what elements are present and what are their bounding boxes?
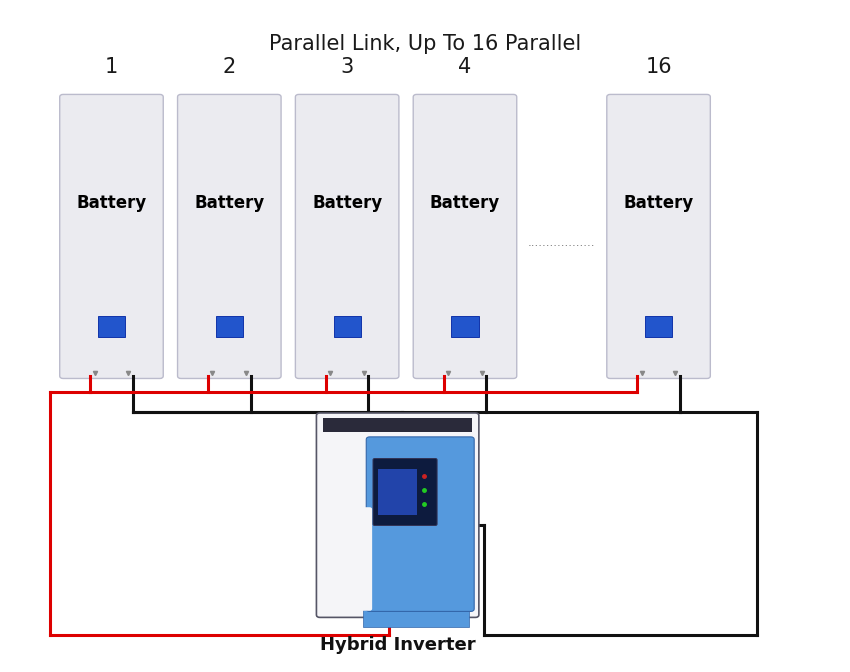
Text: Battery: Battery xyxy=(194,194,264,212)
Text: Battery: Battery xyxy=(430,194,500,212)
FancyBboxPatch shape xyxy=(60,95,163,378)
Bar xyxy=(323,417,473,431)
Text: 16: 16 xyxy=(645,57,672,77)
Bar xyxy=(98,316,125,337)
Text: 2: 2 xyxy=(223,57,236,77)
Text: 3: 3 xyxy=(341,57,354,77)
FancyBboxPatch shape xyxy=(366,437,474,612)
Bar xyxy=(377,470,417,515)
FancyBboxPatch shape xyxy=(296,95,399,378)
FancyBboxPatch shape xyxy=(607,95,711,378)
Text: Battery: Battery xyxy=(623,194,694,212)
FancyBboxPatch shape xyxy=(373,458,437,526)
FancyBboxPatch shape xyxy=(413,95,517,378)
Text: 4: 4 xyxy=(458,57,472,77)
FancyBboxPatch shape xyxy=(316,413,479,618)
FancyBboxPatch shape xyxy=(320,507,372,611)
FancyBboxPatch shape xyxy=(178,95,281,378)
Text: Battery: Battery xyxy=(76,194,146,212)
Text: Battery: Battery xyxy=(312,194,382,212)
Bar xyxy=(364,610,469,627)
Bar xyxy=(645,316,672,337)
Bar xyxy=(216,316,243,337)
Text: Parallel Link, Up To 16 Parallel: Parallel Link, Up To 16 Parallel xyxy=(269,34,581,54)
Text: 1: 1 xyxy=(105,57,118,77)
Bar xyxy=(451,316,479,337)
Text: Hybrid Inverter: Hybrid Inverter xyxy=(320,636,475,654)
Text: ..................: .................. xyxy=(528,235,596,249)
Bar xyxy=(333,316,360,337)
